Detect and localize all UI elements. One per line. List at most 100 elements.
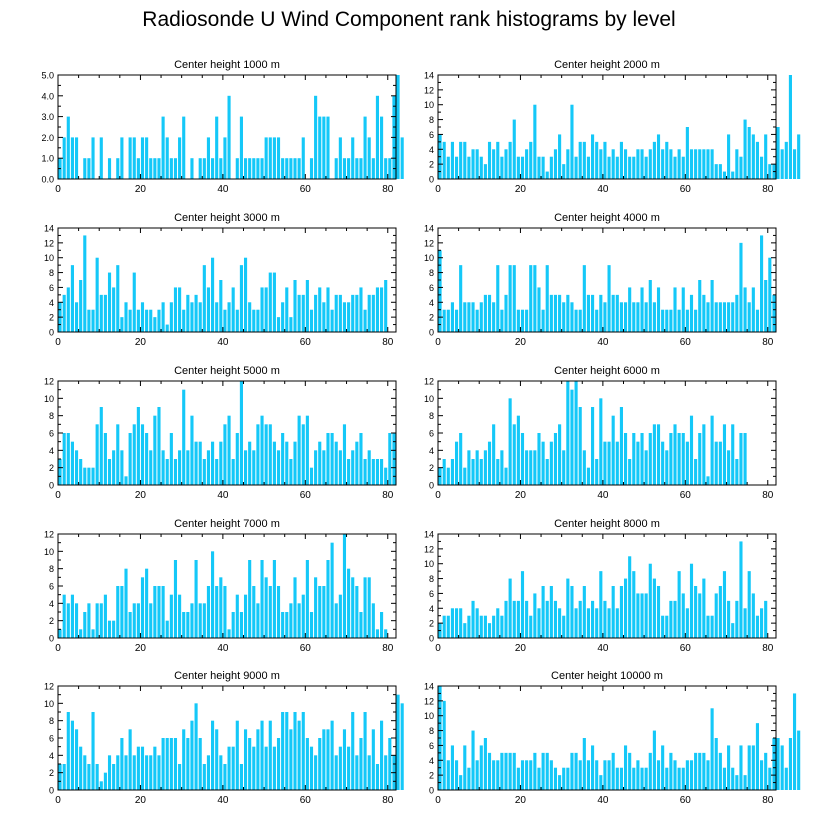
- histogram-bar: [578, 600, 582, 638]
- histogram-bar: [636, 302, 640, 332]
- histogram-bar: [665, 309, 669, 332]
- histogram-bar: [334, 603, 338, 638]
- histogram-bar: [768, 164, 772, 179]
- histogram-bar: [367, 137, 371, 179]
- histogram-bar: [702, 294, 706, 332]
- histogram-bar: [673, 287, 677, 332]
- histogram-bar: [305, 415, 309, 485]
- histogram-panel: Center height 8000 m 0 20 40 60 80 0 2 4 6 8 10 12 14: [424, 518, 777, 654]
- histogram-bar: [479, 745, 483, 790]
- histogram-bar: [722, 302, 727, 332]
- histogram-bar: [375, 764, 380, 790]
- histogram-bar: [153, 586, 157, 638]
- x-tick-label: 20: [135, 643, 147, 654]
- x-tick-label: 40: [217, 184, 229, 195]
- histogram-bar: [182, 729, 186, 790]
- histogram-bar: [706, 302, 710, 332]
- x-tick-label: 60: [300, 337, 312, 348]
- x-tick-label: 80: [382, 337, 394, 348]
- histogram-bar: [623, 149, 628, 179]
- histogram-bar: [190, 720, 194, 790]
- histogram-bar: [83, 158, 87, 179]
- histogram-bar: [533, 593, 537, 638]
- histogram-bar: [619, 407, 623, 485]
- histogram-bar: [318, 586, 322, 638]
- histogram-bar: [611, 586, 615, 638]
- histogram-bar: [595, 459, 599, 485]
- histogram-bar: [640, 767, 644, 790]
- histogram-bar: [338, 450, 342, 485]
- histogram-bar: [107, 158, 112, 179]
- x-tick-label: 40: [597, 643, 609, 654]
- histogram-bar: [652, 424, 656, 485]
- histogram-bar: [338, 594, 342, 638]
- y-tick-label: 6: [429, 429, 434, 439]
- histogram-bar: [492, 149, 496, 179]
- histogram-bar: [648, 752, 652, 790]
- x-tick-label: 60: [680, 490, 692, 501]
- histogram-bar: [223, 137, 227, 179]
- y-tick-label: 10: [44, 699, 54, 709]
- histogram-bar: [628, 459, 632, 485]
- y-tick-label: 6: [429, 589, 434, 599]
- histogram-bar: [74, 450, 79, 485]
- histogram-bar: [165, 738, 169, 790]
- histogram-bar: [623, 433, 628, 485]
- histogram-bar: [788, 738, 792, 790]
- histogram-bar: [648, 563, 652, 638]
- histogram-bar: [198, 738, 202, 790]
- x-tick-label: 0: [55, 643, 61, 654]
- x-tick-label: 60: [300, 643, 312, 654]
- histogram-bar: [487, 294, 492, 332]
- histogram-bar: [689, 563, 694, 638]
- histogram-bar: [459, 608, 463, 638]
- histogram-panel: Center height 4000 m 0 20 40 60 80 0 2 4 6 8 10 12 14: [424, 212, 777, 348]
- histogram-bar: [475, 608, 479, 638]
- histogram-bar: [553, 433, 558, 485]
- histogram-bar: [772, 294, 776, 332]
- histogram-bar: [289, 729, 293, 790]
- histogram-bar: [525, 760, 529, 790]
- histogram-bar: [136, 407, 140, 485]
- y-tick-label: 0: [49, 328, 54, 338]
- histogram-bar: [727, 134, 731, 179]
- histogram-bar: [384, 755, 388, 790]
- histogram-bar: [252, 586, 256, 638]
- histogram-bar: [735, 149, 739, 179]
- histogram-bar: [182, 612, 186, 638]
- histogram-bar: [467, 767, 471, 790]
- histogram-bar: [272, 441, 276, 485]
- histogram-bar: [248, 738, 252, 790]
- histogram-bar: [665, 450, 669, 485]
- histogram-bar: [529, 450, 533, 485]
- histogram-bar: [351, 137, 355, 179]
- x-tick-label: 60: [300, 184, 312, 195]
- histogram-bar: [342, 158, 347, 179]
- histogram-bar: [211, 257, 215, 332]
- histogram-bar: [83, 467, 87, 485]
- histogram-bar: [516, 156, 520, 179]
- histogram-bar: [272, 272, 276, 332]
- histogram-bar: [375, 287, 380, 332]
- histogram-bar: [739, 433, 743, 485]
- histogram-bar: [62, 137, 66, 179]
- histogram-bar: [120, 738, 124, 790]
- histogram-bar: [211, 551, 215, 638]
- histogram-bar: [619, 767, 623, 790]
- histogram-bar: [628, 752, 632, 790]
- histogram-bar: [178, 450, 182, 485]
- histogram-bar: [467, 156, 471, 179]
- histogram-bar: [792, 149, 797, 179]
- histogram-bar: [194, 703, 198, 790]
- histogram-bar: [322, 729, 326, 790]
- histogram-bar: [79, 629, 83, 638]
- histogram-bar: [355, 294, 359, 332]
- histogram-bar: [467, 450, 471, 485]
- histogram-bar: [710, 615, 714, 638]
- y-tick-label: 0: [429, 481, 434, 491]
- histogram-bar: [694, 459, 698, 485]
- histogram-bar: [70, 594, 74, 638]
- x-tick-label: 20: [135, 795, 147, 806]
- histogram-bar: [70, 441, 74, 485]
